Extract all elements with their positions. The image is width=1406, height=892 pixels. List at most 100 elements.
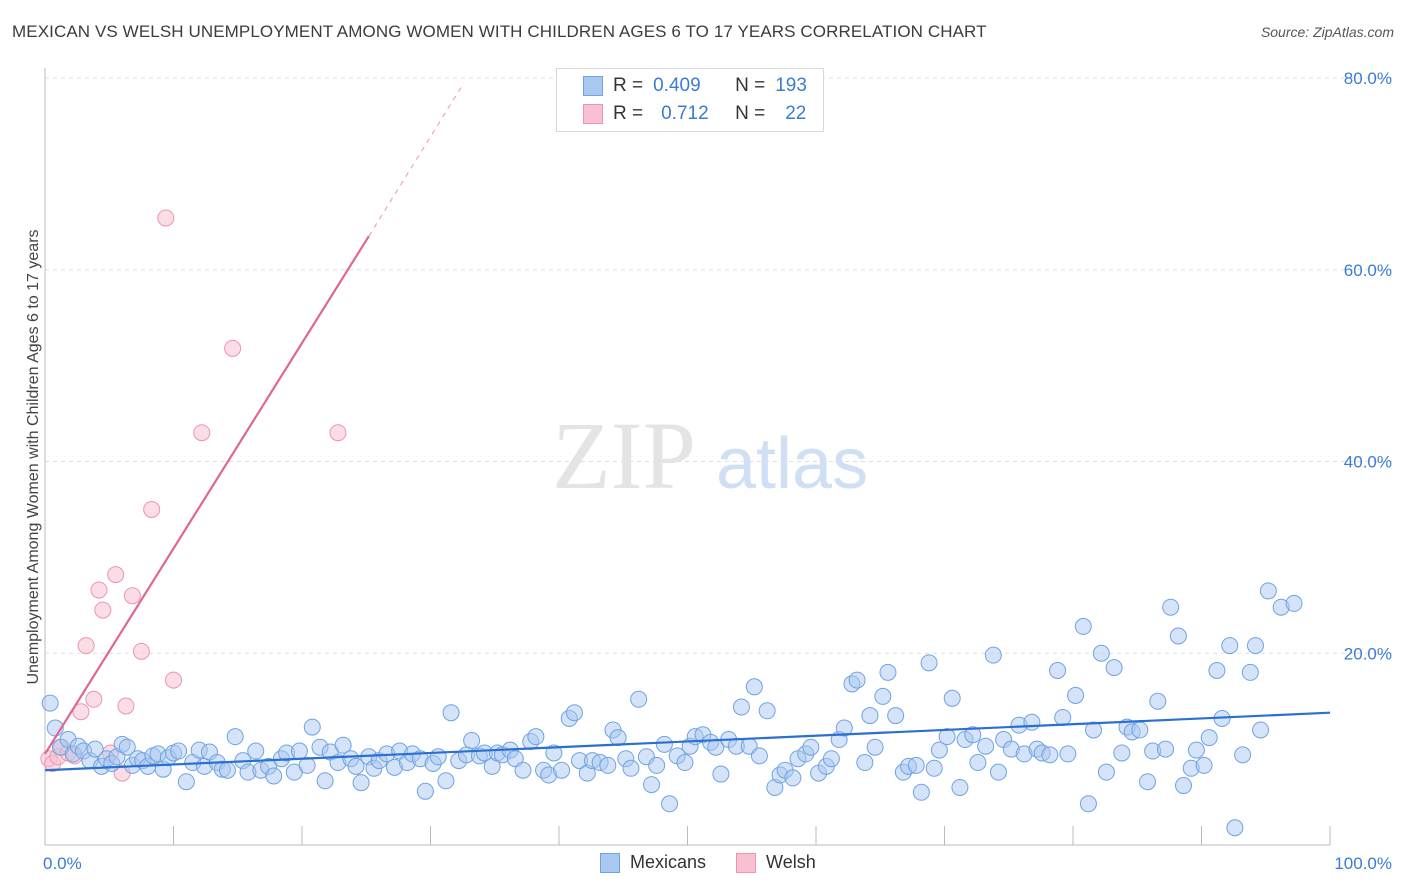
- mexicans-point: [86, 740, 104, 758]
- mexicans-point: [1175, 777, 1193, 795]
- mexicans-point: [1054, 708, 1072, 726]
- mexicans-point: [1169, 627, 1187, 645]
- mexicans-point: [226, 728, 244, 746]
- chart-title: MEXICAN VS WELSH UNEMPLOYMENT AMONG WOME…: [12, 22, 987, 41]
- tick-labels: 20.0% 40.0% 60.0% 80.0% 0.0% 100.0%: [43, 69, 1392, 873]
- mexicans-point: [866, 738, 884, 756]
- mexicans-point: [943, 689, 961, 707]
- mexicans-point: [437, 772, 455, 790]
- mexicans-point: [1241, 663, 1259, 681]
- mexicans-point: [622, 759, 640, 777]
- mexicans-point: [887, 707, 905, 725]
- mexicans-point: [553, 761, 571, 779]
- mexicans-point: [1079, 795, 1097, 813]
- mexicans-point: [1092, 644, 1110, 662]
- welsh-point: [94, 601, 112, 619]
- mexicans-point: [1074, 617, 1092, 635]
- mexicans-point: [177, 773, 195, 791]
- legend-item-mexicans[interactable]: Mexicans: [600, 852, 706, 873]
- n-label: N =: [735, 103, 766, 124]
- mexicans-point: [630, 690, 648, 708]
- mexicans-point: [1023, 713, 1041, 731]
- mexicans-point: [1105, 659, 1123, 677]
- mexicans-point: [912, 783, 930, 801]
- y-tick-label: 80.0%: [1344, 69, 1392, 88]
- mexicans-point: [1221, 637, 1239, 655]
- mexicans-point: [599, 756, 617, 774]
- mexicans-point: [1049, 662, 1067, 680]
- y-tick-label: 60.0%: [1344, 261, 1392, 280]
- mexicans-point: [861, 707, 879, 725]
- mexicans-point: [964, 726, 982, 744]
- mexicans-point: [907, 756, 925, 774]
- mexicans-point: [938, 728, 956, 746]
- mexicans-point: [977, 737, 995, 755]
- mexicans-point: [1113, 744, 1131, 762]
- mexicans-point: [784, 769, 802, 787]
- mexicans-point: [514, 761, 532, 779]
- welsh-point: [77, 637, 95, 655]
- mexicans-point: [758, 702, 776, 720]
- mexicans-legend-label: Mexicans: [630, 852, 707, 872]
- mexicans-point: [1067, 686, 1085, 704]
- mexicans-legend-swatch: [600, 852, 620, 873]
- welsh-point: [143, 500, 161, 518]
- mexicans-point: [1131, 721, 1149, 739]
- mexicans-point: [750, 747, 768, 765]
- trend-lines: [44, 82, 1331, 772]
- mexicans-point: [822, 750, 840, 768]
- welsh-n-value: 22: [785, 103, 807, 124]
- welsh-point: [107, 566, 125, 584]
- watermark: ZIP atlas: [552, 402, 868, 509]
- mexicans-r-value: 0.409: [653, 75, 701, 96]
- mexicans-point: [1149, 692, 1167, 710]
- x-tick-label: 0.0%: [43, 854, 82, 873]
- mexicans-point: [416, 782, 434, 800]
- welsh-point: [90, 581, 108, 599]
- mexicans-point: [951, 778, 969, 796]
- mexicans-point: [1226, 819, 1244, 837]
- mexicans-point: [1059, 745, 1077, 763]
- welsh-point: [165, 671, 182, 689]
- mexicans-point: [874, 687, 892, 705]
- mexicans-trend-line: [44, 711, 1331, 772]
- mexicans-point: [442, 704, 460, 722]
- mexicans-point: [265, 767, 283, 785]
- mexicans-point: [429, 748, 447, 766]
- mexicans-point: [334, 736, 352, 754]
- mexicans-point: [1246, 637, 1264, 655]
- welsh-point: [117, 697, 135, 715]
- mexicans-point: [984, 646, 1002, 664]
- mexicans-point: [1208, 662, 1226, 680]
- welsh-swatch: [583, 104, 603, 124]
- mexicans-point: [989, 763, 1007, 781]
- mexicans-point: [316, 772, 334, 790]
- mexicans-point: [290, 742, 308, 760]
- mexicans-point: [1162, 598, 1180, 616]
- welsh-point: [132, 642, 150, 660]
- mexicans-point: [676, 754, 694, 772]
- mexicans-point: [745, 678, 763, 696]
- mexicans-point: [1234, 746, 1252, 764]
- correlation-legend: R = 0.409 N = 193 R = 0.712 N = 22: [556, 68, 824, 132]
- legend-item-welsh[interactable]: Welsh: [736, 852, 816, 873]
- axes: [44, 68, 1331, 846]
- n-label: N =: [735, 75, 766, 96]
- mexicans-point: [1157, 740, 1175, 758]
- welsh-point: [193, 424, 211, 442]
- mexicans-point: [347, 757, 365, 775]
- mexicans-point: [218, 761, 236, 779]
- r-label: R =: [613, 75, 644, 96]
- mexicans-point: [856, 754, 874, 772]
- r-label: R =: [613, 103, 644, 124]
- x-tick-label: 100.0%: [1334, 854, 1392, 873]
- mexicans-point: [648, 756, 666, 774]
- welsh-points: [40, 209, 347, 782]
- mexicans-point: [1097, 763, 1115, 781]
- welsh-trend-line: [44, 235, 370, 755]
- watermark-atlas: atlas: [716, 424, 868, 504]
- mexicans-point: [463, 731, 481, 749]
- mexicans-n-value: 193: [775, 75, 807, 96]
- mexicans-point: [303, 718, 321, 736]
